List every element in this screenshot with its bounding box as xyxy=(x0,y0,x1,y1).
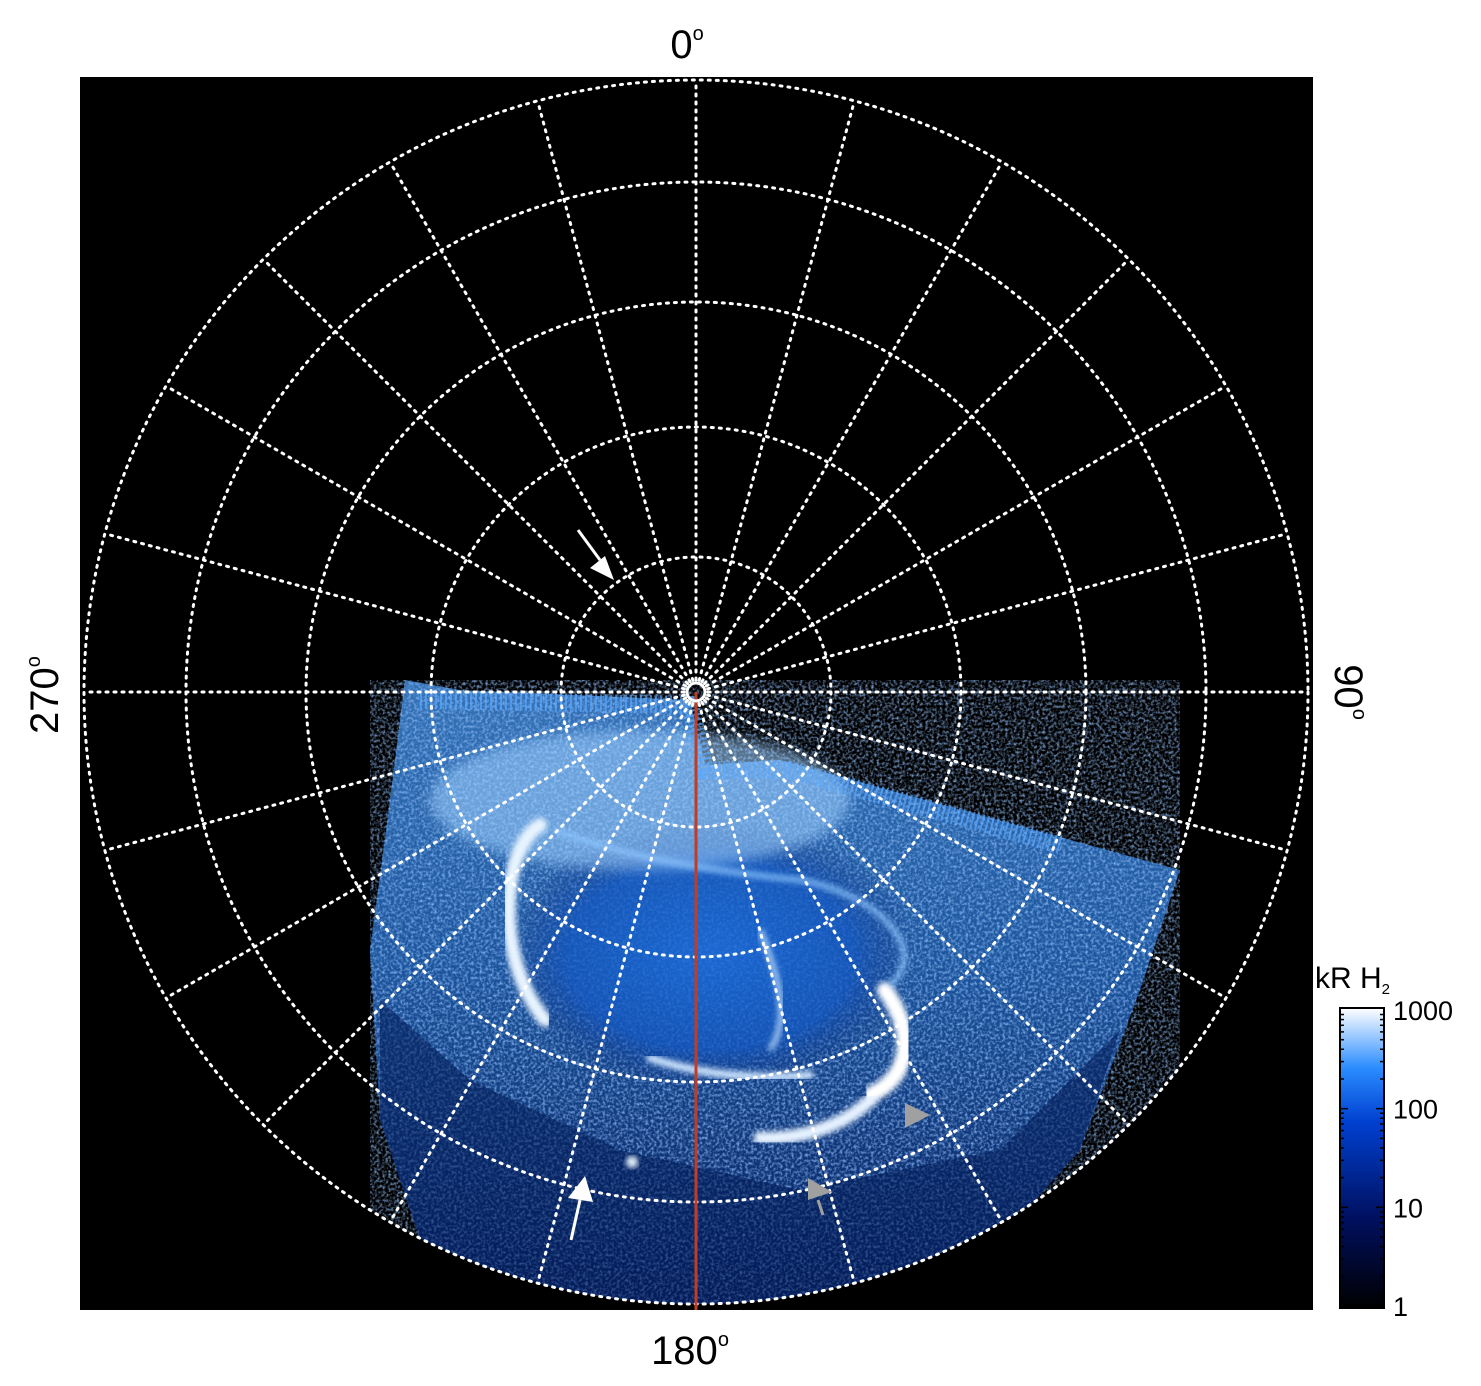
colorbar-tick-label: 1 xyxy=(1393,1292,1408,1322)
longitude-label-right: 90o xyxy=(1326,664,1370,720)
colorbar-tick-label: 100 xyxy=(1393,1095,1438,1125)
gray-arrow-bottom xyxy=(808,1178,832,1216)
pole-marker xyxy=(685,681,707,703)
colorbar-ticks: 1000 100 10 1 xyxy=(1340,996,1453,1322)
colorbar: kR H2 1000 100 10 1 xyxy=(1315,962,1453,1322)
colorbar-gradient xyxy=(1339,1007,1385,1309)
arrow-annotations xyxy=(568,529,930,1241)
white-arrow-upper xyxy=(576,529,614,580)
colorbar-title: kR H2 xyxy=(1315,962,1390,998)
longitude-label-bottom: 180o xyxy=(651,1329,729,1373)
colorbar-tick-label: 10 xyxy=(1393,1193,1423,1223)
colorbar-tick-label: 1000 xyxy=(1393,996,1453,1026)
white-arrow-lower xyxy=(568,1176,593,1241)
longitude-label-left: 270o xyxy=(23,656,67,734)
longitude-label-top: 0o xyxy=(670,23,703,67)
gray-arrow-right xyxy=(905,1103,930,1128)
